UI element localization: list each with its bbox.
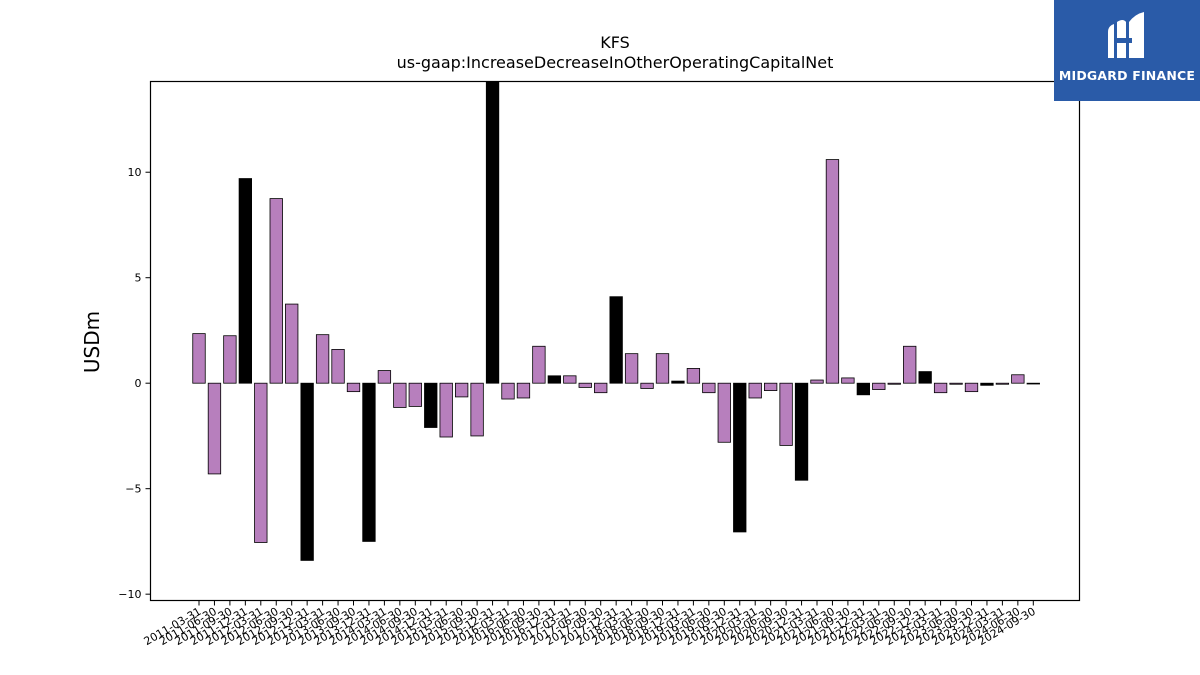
bar-2017-03-31 — [563, 375, 577, 384]
bar-2024-06-30 — [1011, 374, 1025, 384]
bar-2015-06-30 — [454, 382, 469, 398]
bar-2013-03-31 — [315, 334, 330, 384]
bar-2020-06-30 — [764, 382, 778, 391]
y-tick-label: 0 — [135, 377, 142, 390]
bar-2019-06-30 — [702, 382, 716, 394]
bar-2019-03-31 — [686, 368, 701, 384]
bar-2017-06-30 — [578, 382, 592, 388]
bar-2015-03-31 — [439, 382, 453, 438]
bar-2012-09-30 — [285, 303, 299, 384]
bar-2022-03-31 — [872, 382, 886, 390]
y-axis-label: USDm — [80, 311, 104, 373]
bar-2014-06-30 — [393, 382, 407, 408]
bar-2018-03-31 — [624, 353, 639, 384]
brand-mark-icon — [1108, 12, 1144, 58]
bar-2023-03-31 — [933, 382, 948, 394]
bar-2021-03-31 — [810, 379, 824, 384]
bar-2016-06-30 — [516, 382, 531, 399]
bar-2013-06-30 — [331, 349, 345, 384]
bar-2016-12-31 — [547, 375, 561, 384]
bar-2020-03-31 — [748, 382, 762, 399]
bar-2013-12-31 — [362, 382, 376, 542]
bar-2022-06-30 — [887, 382, 901, 385]
bar-2011-09-30 — [223, 335, 237, 384]
bar-2017-12-31 — [609, 296, 623, 384]
bar-2012-06-30 — [269, 198, 283, 384]
bar-2018-09-30 — [655, 353, 670, 384]
bar-2018-06-30 — [640, 382, 654, 389]
bar-2023-06-30 — [949, 382, 963, 385]
y-tick-label: 5 — [135, 272, 142, 285]
bar-2013-09-30 — [346, 382, 361, 393]
y-axis-ticks: −10 −5 0 5 10 — [118, 166, 151, 601]
brand-name: MIDGARD FINANCE — [1058, 68, 1196, 83]
chart-subtitle: us-gaap:IncreaseDecreaseInOtherOperating… — [397, 53, 834, 72]
y-tick-label: −10 — [118, 588, 141, 601]
bar-2011-06-30 — [207, 382, 222, 475]
bar-2012-12-31 — [300, 382, 314, 561]
bar-2024-09-30 — [1026, 382, 1040, 385]
bar-2018-12-31 — [671, 380, 685, 384]
y-tick-label: 10 — [128, 166, 142, 179]
bar-2011-12-31 — [238, 178, 253, 384]
bar-2020-09-30 — [779, 382, 793, 446]
brand-logo: MIDGARD FINANCE — [1054, 0, 1200, 101]
chart-title: KFS — [600, 33, 630, 52]
bar-2021-06-30 — [825, 159, 840, 384]
plot-frame — [149, 80, 1081, 602]
bar-2023-12-31 — [980, 382, 994, 386]
bar-2020-12-31 — [794, 382, 809, 481]
bar-2015-12-31 — [485, 81, 500, 384]
x-axis-ticks: 2011-03-312011-06-302011-09-302011-12-31… — [142, 600, 1038, 648]
bar-2014-09-30 — [408, 382, 422, 407]
bar-2019-09-30 — [717, 382, 731, 443]
bar-2022-09-30 — [903, 345, 917, 384]
bar-2011-03-31 — [192, 333, 206, 384]
bar-2016-03-31 — [501, 382, 515, 400]
bar-2015-09-30 — [470, 382, 484, 437]
bar-2016-09-30 — [532, 345, 546, 384]
y-tick-label: −5 — [125, 483, 141, 496]
bar-2019-12-31 — [733, 382, 747, 533]
bar-2022-12-31 — [918, 371, 932, 384]
bar-2012-03-31 — [254, 382, 268, 543]
bar-2014-12-31 — [424, 382, 438, 428]
bars-group — [192, 81, 1040, 561]
bar-2017-09-30 — [594, 382, 608, 394]
bar-2021-12-31 — [856, 382, 870, 396]
bar-2024-03-31 — [995, 382, 1010, 385]
bar-2023-09-30 — [964, 382, 979, 393]
bar-2014-03-31 — [377, 370, 392, 384]
bar-2021-09-30 — [841, 377, 855, 384]
